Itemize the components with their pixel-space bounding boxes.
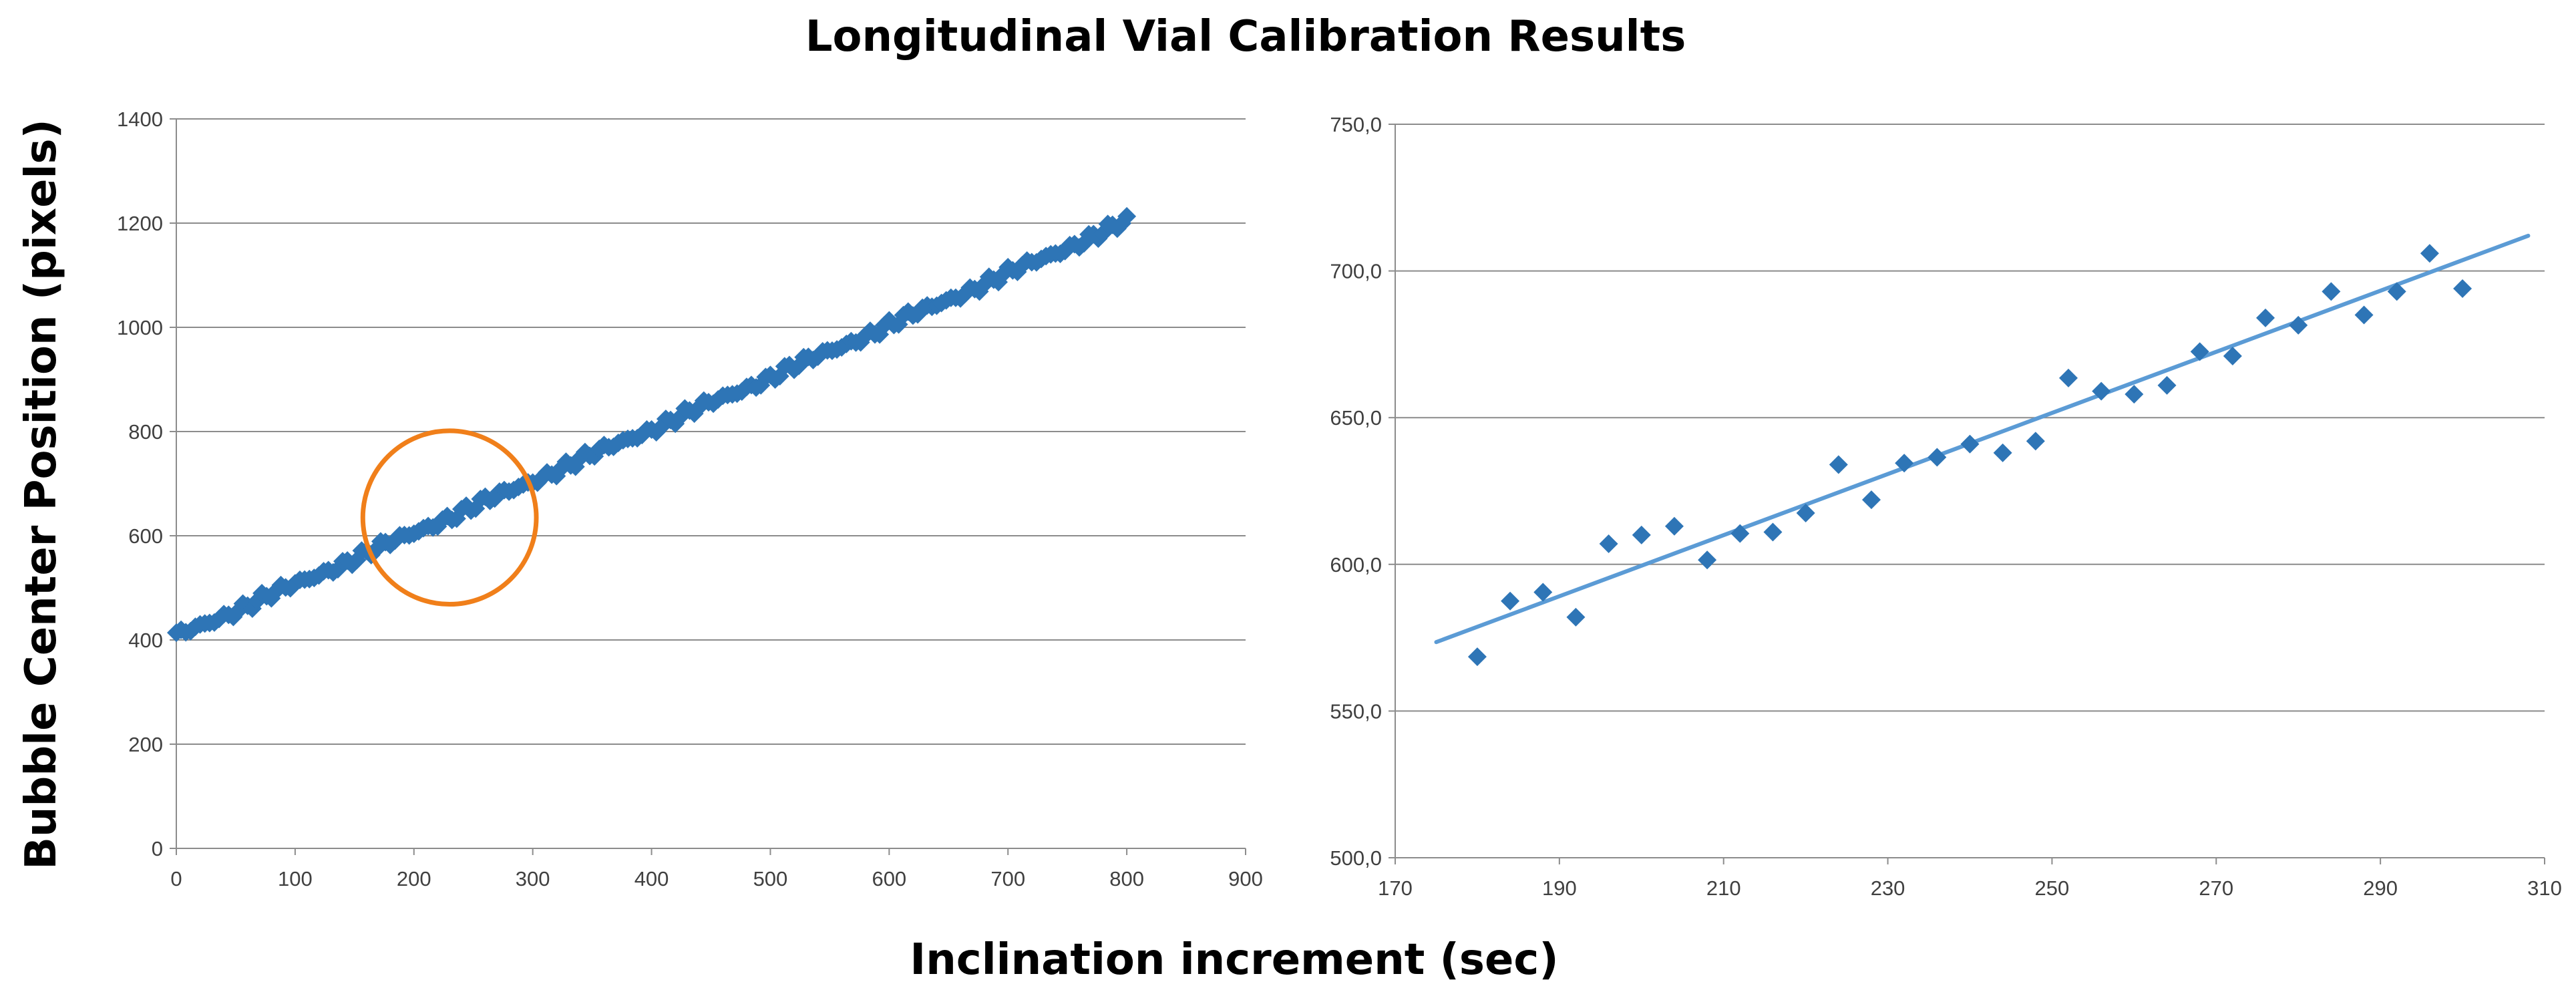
- left-chart-x-tick-label: 500: [753, 867, 788, 890]
- right-chart-data-point: [2453, 279, 2472, 298]
- left-chart-y-tick-label: 1200: [117, 212, 163, 235]
- right-chart-y-tick-label: 750,0: [1330, 113, 1382, 136]
- right-chart-x-tick-label: 230: [1871, 876, 1905, 900]
- shared-y-axis-label: Bubble Center Position (pixels): [17, 119, 66, 870]
- left-chart-highlight-circle: [360, 428, 539, 607]
- right-chart-data-point: [1533, 583, 1553, 602]
- right-chart-data-point: [1599, 534, 1618, 554]
- right-chart-x-tick-label: 270: [2199, 876, 2233, 900]
- right-chart-x-tick-label: 190: [1542, 876, 1577, 900]
- left-chart-y-tick-label: 200: [128, 733, 163, 756]
- left-scatter-chart: 0 200 400 600 800 1000 1200 1400 0 100 200 300 400 50…: [117, 108, 1263, 890]
- right-chart-data-point: [1632, 525, 1651, 544]
- right-chart-data-point: [2289, 315, 2308, 335]
- right-chart-data-point: [1927, 448, 1947, 467]
- right-chart-x-tick-label: 170: [1378, 876, 1413, 900]
- right-chart-x-tick-label: 290: [2363, 876, 2398, 900]
- left-chart-x-tick-label: 900: [1228, 867, 1263, 890]
- right-chart-data-point: [1796, 503, 1815, 522]
- right-chart-data-point: [2322, 282, 2341, 301]
- right-chart-x-tick-label: 210: [1706, 876, 1741, 900]
- left-chart-y-tick-label: 0: [152, 837, 163, 860]
- left-chart-x-tick-label: 200: [397, 867, 431, 890]
- right-chart-data-point: [2387, 282, 2406, 301]
- right-chart-data-point: [1763, 522, 1783, 542]
- right-chart-data-point: [2157, 375, 2177, 395]
- right-chart-data-point: [2223, 346, 2242, 365]
- left-chart-y-tick-label: 600: [128, 524, 163, 548]
- right-chart-data-point: [1960, 434, 1980, 454]
- left-chart-x-tick-label: 100: [278, 867, 313, 890]
- right-chart-linear-trendline: [1434, 233, 2531, 645]
- right-chart-data-point: [1467, 647, 1487, 667]
- right-chart-data-point: [1730, 524, 1750, 543]
- right-chart-y-tick-label: 500,0: [1330, 846, 1382, 870]
- right-chart-data-point: [2420, 244, 2439, 263]
- right-chart-y-tick-label: 650,0: [1330, 406, 1382, 430]
- shared-x-axis-label: Inclination increment (sec): [910, 935, 1558, 985]
- right-chart-data-point: [2125, 385, 2144, 404]
- left-chart-x-tick-label: 300: [516, 867, 550, 890]
- right-chart-y-tick-label: 550,0: [1330, 699, 1382, 723]
- right-chart-data-point: [2026, 432, 2045, 451]
- right-chart-data-point: [1566, 607, 1586, 627]
- right-chart-data-point: [1664, 516, 1684, 536]
- right-chart-data-point: [2354, 305, 2374, 325]
- left-chart-x-tick-label: 600: [872, 867, 906, 890]
- right-zoomed-scatter-chart: 500,0 550,0 600,0 650,0 700,0 750,0 170 190 210 2…: [1330, 113, 2561, 900]
- left-chart-y-tick-label: 400: [128, 629, 163, 652]
- figure-title: Longitudinal Vial Calibration Results: [805, 12, 1686, 61]
- right-chart-data-point: [1895, 454, 1914, 473]
- left-chart-x-tick-label: 0: [170, 867, 182, 890]
- left-chart-x-tick-label: 400: [634, 867, 669, 890]
- right-chart-y-tick-label: 700,0: [1330, 260, 1382, 283]
- left-chart-x-tick-label: 700: [990, 867, 1025, 890]
- right-chart-data-point: [2059, 368, 2078, 387]
- right-chart-data-point: [1501, 591, 1520, 611]
- left-chart-y-tick-label: 1400: [117, 108, 163, 131]
- right-chart-x-tick-label: 250: [2035, 876, 2070, 900]
- right-chart-y-tick-label: 600,0: [1330, 553, 1382, 577]
- right-chart-data-point: [1829, 455, 1848, 474]
- left-chart-y-tick-label: 1000: [117, 316, 163, 339]
- right-chart-data-point: [1698, 550, 1717, 570]
- right-chart-data-point: [2092, 381, 2111, 401]
- right-chart-data-point: [1993, 443, 2012, 462]
- right-chart-x-tick-label: 310: [2527, 876, 2562, 900]
- right-chart-data-point: [1861, 490, 1881, 510]
- left-chart-data-point: [1117, 206, 1137, 226]
- left-chart-y-tick-label: 800: [128, 420, 163, 444]
- left-chart-x-tick-label: 800: [1109, 867, 1144, 890]
- right-chart-data-point: [2190, 342, 2209, 361]
- right-chart-data-point: [2256, 308, 2275, 327]
